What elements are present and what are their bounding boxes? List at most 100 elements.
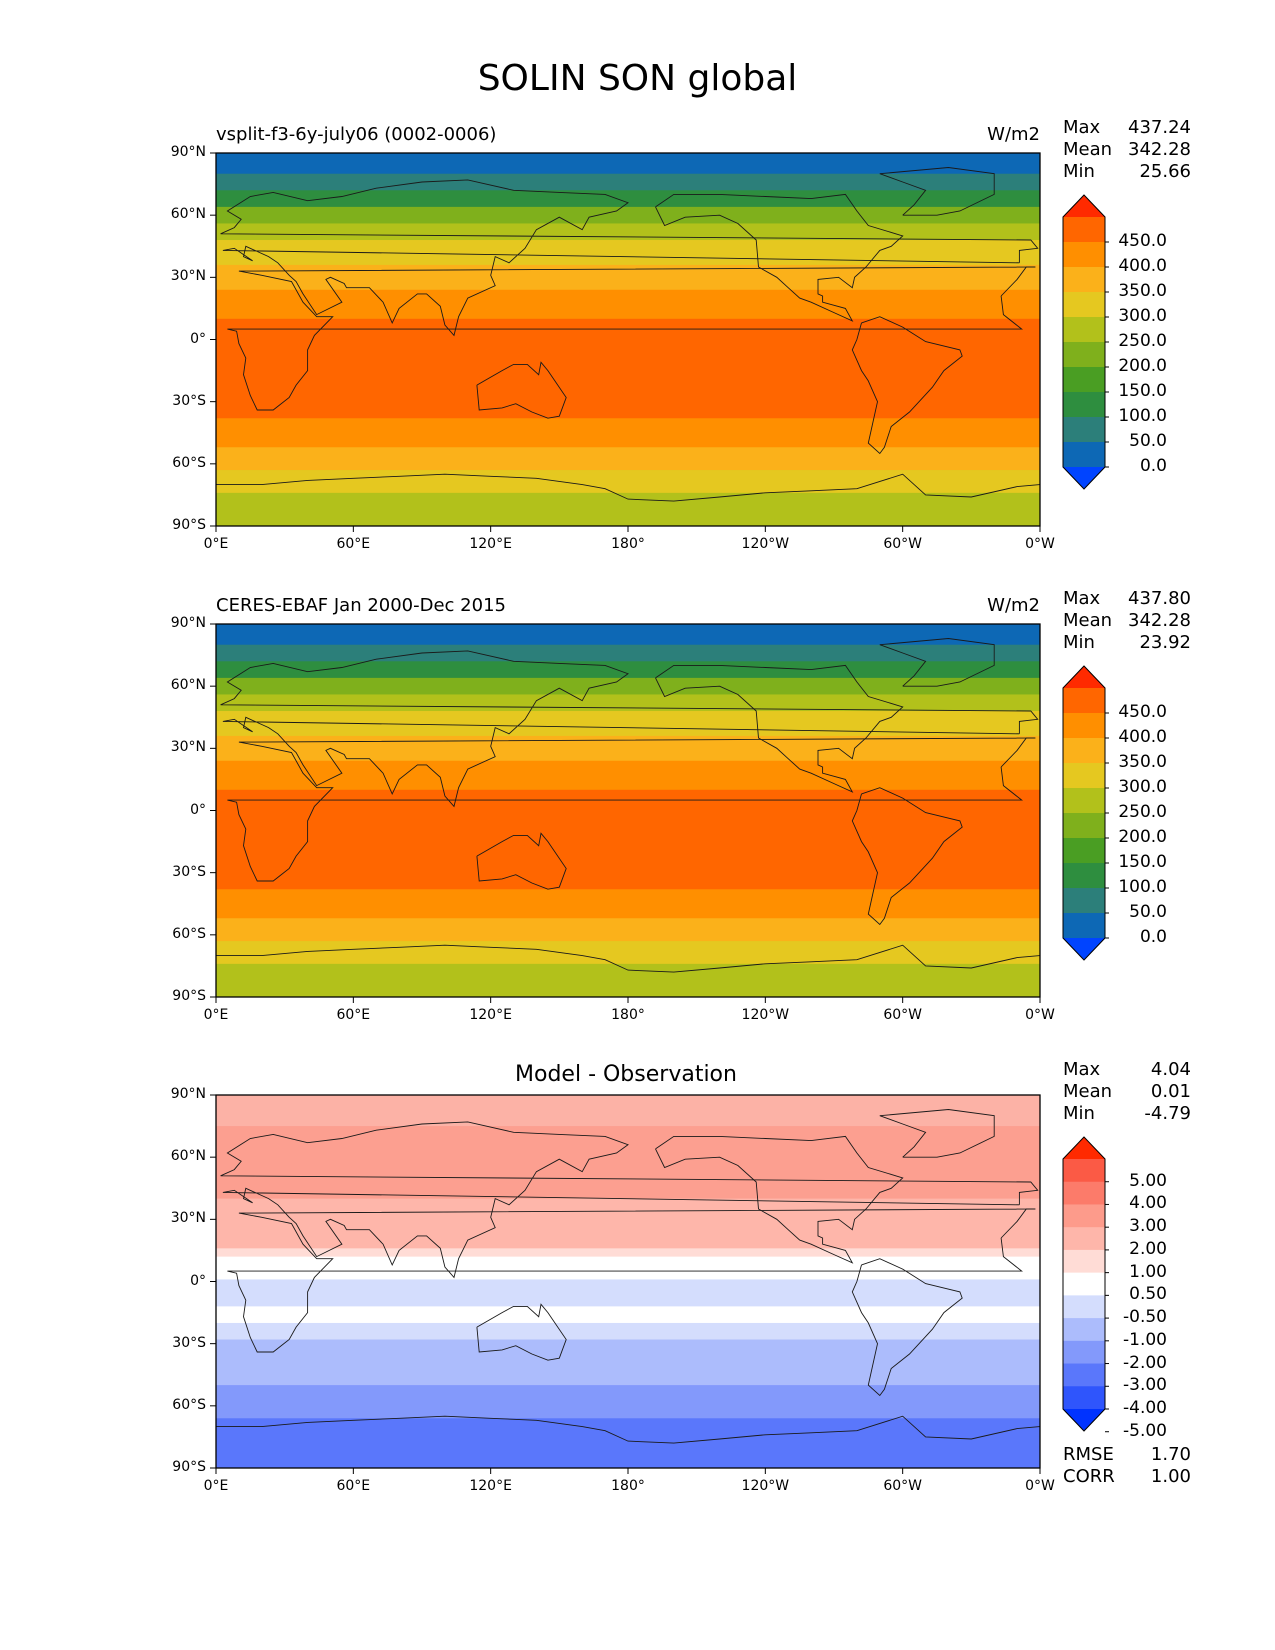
- lon-tick-label: 120°E: [469, 536, 512, 552]
- map-band: [216, 889, 1040, 919]
- stat-max-value: 4.04: [1150, 1059, 1191, 1080]
- colorbar-segment: [1063, 763, 1105, 789]
- panel-2-title: CERES-EBAF Jan 2000-Dec 2015: [216, 595, 506, 616]
- lat-tick-label: 0°: [190, 801, 206, 818]
- map-band: [216, 173, 1040, 191]
- coastline-australia: [476, 361, 567, 419]
- colorbar-label: 250.0: [1118, 802, 1167, 822]
- coastline-samerica: [851, 787, 963, 926]
- stat-mean-value: 342.28: [1128, 139, 1191, 160]
- colorbar-label: 450.0: [1118, 702, 1167, 722]
- lon-tick-label: 60°W: [883, 1007, 922, 1023]
- colorbar-segment: [1063, 888, 1105, 914]
- coastline-eurasia: [220, 650, 1039, 808]
- colorbar-segment: [1063, 317, 1105, 343]
- stat-mean-value: 0.01: [1150, 1081, 1191, 1102]
- colorbar-extend-top: [1063, 1137, 1105, 1159]
- coastline-antarctica_line: [216, 955, 217, 957]
- map-band: [216, 918, 1040, 942]
- colorbar-label: 200.0: [1118, 356, 1167, 376]
- stat-mean-value: 342.28: [1128, 610, 1191, 631]
- colorbar-segment: [1063, 1272, 1105, 1296]
- coastlines: [0, 1109, 1040, 1444]
- lon-tick-label: 120°W: [741, 1478, 790, 1494]
- lat-tick-label: 30°N: [170, 1210, 206, 1227]
- panel-1-title: vsplit-f3-6y-july06 (0002-0006): [216, 124, 497, 145]
- panel-2-unit: W/m2: [987, 595, 1040, 616]
- colorbar-label: 250.0: [1118, 331, 1167, 351]
- colorbar-segment: [1063, 1181, 1105, 1205]
- coastline-greenland: [879, 167, 995, 216]
- colorbar-label: 5.00: [1129, 1170, 1167, 1191]
- lon-tick-label: 60°W: [883, 1478, 922, 1494]
- colorbar-extend-top: [1063, 666, 1105, 688]
- colorbar-segment: [1063, 1340, 1105, 1365]
- lat-tick-label: 60°N: [170, 1148, 206, 1165]
- colorbar-segment: [1063, 688, 1105, 714]
- map-band: [216, 661, 1040, 679]
- colorbar-segment: [1063, 813, 1105, 839]
- rmse-value: 1.70: [1150, 1444, 1191, 1465]
- coastline-africa: [227, 266, 1036, 411]
- colorbar-label: 0.0: [1139, 456, 1167, 476]
- colorbar-label: 150.0: [1118, 852, 1167, 872]
- colorbar-label: 150.0: [1118, 381, 1167, 401]
- colorbar-segment: [1063, 267, 1105, 293]
- lon-tick-label: 120°E: [469, 1478, 512, 1494]
- map-band: [216, 1198, 1040, 1249]
- colorbar-label: -1.00: [1123, 1329, 1167, 1350]
- colorbar-segment: [1063, 788, 1105, 814]
- map-panel-1: [0, 152, 1041, 532]
- stat-mean-label: Mean: [1063, 139, 1113, 160]
- map-band: [216, 963, 1040, 998]
- lat-tick-label: 90°S: [172, 988, 206, 1004]
- colorbar-label: 100.0: [1118, 406, 1167, 426]
- stat-min-value: 25.66: [1139, 161, 1191, 182]
- panel-3-stats: Max 4.04 Mean 0.01 Min -4.79: [1063, 1059, 1191, 1125]
- map-band: [216, 1418, 1040, 1469]
- colorbar-segment: [1063, 1249, 1105, 1274]
- colorbar-label: -4.00: [1123, 1398, 1167, 1418]
- colorbar-segment: [1063, 1159, 1105, 1183]
- lon-tick-label: 0°E: [203, 1007, 229, 1023]
- lat-tick-label: 30°S: [172, 1334, 206, 1351]
- coastline-australia: [476, 1303, 567, 1361]
- map-band: [216, 694, 1040, 712]
- lat-tick-label: 60°S: [172, 925, 206, 942]
- lon-tick-label: 180°: [611, 1007, 645, 1023]
- map-band: [216, 206, 1040, 224]
- map-band: [216, 1322, 1040, 1341]
- colorbar-3: [1062, 1136, 1109, 1433]
- colorbar-label: 100.0: [1118, 877, 1167, 897]
- coastlines: [0, 167, 1040, 502]
- coastline-namerica: [0, 1136, 79, 1262]
- map-band: [216, 318, 1040, 419]
- colorbar-label: 200.0: [1118, 827, 1167, 847]
- lon-tick-label: 0°W: [1025, 536, 1055, 552]
- lat-tick-label: 0°: [190, 330, 206, 347]
- lat-tick-label: 90°N: [170, 144, 206, 160]
- lon-tick-label: 120°W: [741, 1007, 790, 1023]
- map-band: [216, 1248, 1040, 1258]
- colorbar-segment: [1063, 713, 1105, 739]
- map-band: [216, 470, 1040, 494]
- colorbar-label: -3.00: [1123, 1375, 1167, 1396]
- colorbar-segment: [1063, 217, 1105, 243]
- lat-tick-label: 30°N: [170, 739, 206, 756]
- map-band: [216, 447, 1040, 471]
- colorbar-label: -2.00: [1123, 1352, 1167, 1373]
- colorbar-segment: [1063, 1318, 1105, 1342]
- map-band: [216, 289, 1040, 320]
- coastline-greenland: [879, 638, 995, 687]
- lon-tick-label: 0°E: [203, 536, 229, 552]
- lon-tick-label: 180°: [611, 536, 645, 552]
- lat-tick-label: 30°N: [170, 268, 206, 285]
- colorbar-segment: [1063, 1227, 1105, 1251]
- colorbar-1: [1062, 194, 1109, 490]
- rmse-label: RMSE: [1063, 1444, 1114, 1465]
- colorbar-label: 4.00: [1129, 1193, 1167, 1214]
- coastline-samerica: [851, 316, 963, 455]
- colorbar-label: 450.0: [1118, 231, 1167, 251]
- lon-tick-label: 0°E: [203, 1478, 229, 1494]
- coastline-eurasia: [0, 180, 214, 336]
